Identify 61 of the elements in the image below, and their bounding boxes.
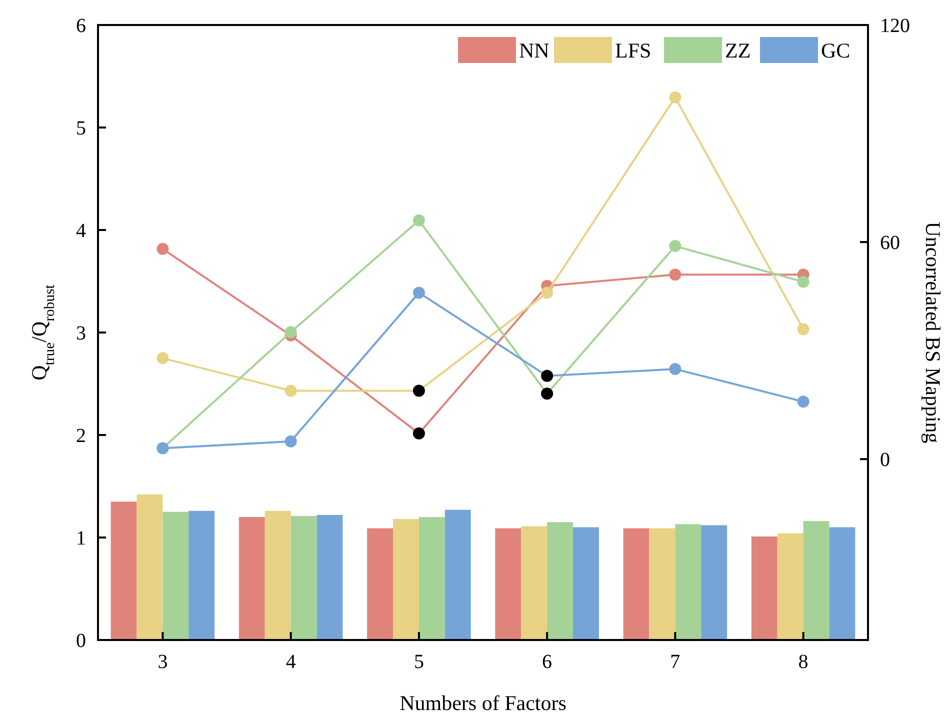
y-tick-label: 0 [76, 630, 86, 652]
point [541, 286, 554, 299]
bar [162, 512, 189, 640]
y-tick-label: 3 [76, 322, 86, 344]
bar [264, 510, 291, 640]
y2-tick-label: 120 [880, 15, 910, 37]
bar [573, 527, 599, 640]
point [669, 268, 682, 281]
bar [777, 533, 804, 640]
point [669, 363, 682, 376]
x-tick-label: 3 [158, 651, 168, 673]
y-tick-label: 6 [76, 15, 86, 37]
y-tick-label: 5 [76, 118, 86, 140]
bar [238, 517, 265, 640]
bar [418, 517, 445, 640]
point [284, 326, 297, 338]
bar [188, 510, 215, 640]
bar [110, 502, 137, 640]
point [669, 91, 682, 104]
bar [675, 524, 702, 640]
point [284, 384, 297, 397]
y-tick-label: 2 [76, 425, 86, 447]
bar [623, 528, 650, 640]
bar [803, 521, 830, 640]
point [284, 435, 297, 448]
x-tick-label: 6 [542, 651, 552, 673]
bar [392, 519, 419, 640]
bar [495, 528, 522, 640]
point [797, 276, 810, 288]
point [156, 352, 169, 364]
legend-label: NN [519, 38, 550, 62]
bar [751, 536, 778, 640]
point [156, 242, 169, 255]
point [412, 214, 425, 226]
x-tick-label: 7 [670, 651, 680, 673]
bar [136, 494, 163, 640]
bar [649, 528, 676, 640]
y2-tick-label: 0 [880, 449, 890, 472]
bar [316, 514, 343, 640]
point [797, 323, 810, 336]
legend-label: ZZ [725, 38, 751, 62]
y-tick-label: 1 [76, 528, 86, 550]
x-tick-label: 4 [286, 651, 296, 673]
x-tick-label: 5 [414, 651, 424, 673]
point [412, 286, 425, 299]
bar [290, 516, 317, 640]
point [797, 396, 810, 408]
x-axis-title: Numbers of Factors [400, 691, 566, 715]
y-tick-label: 4 [76, 220, 86, 242]
bar [444, 510, 471, 640]
bar [701, 525, 728, 640]
point [669, 240, 682, 252]
bar [547, 522, 574, 640]
legend-label: GC [821, 38, 850, 62]
bar [829, 527, 856, 640]
x-tick-label: 8 [798, 651, 808, 673]
legend-label: LFS [615, 38, 652, 62]
bar [521, 526, 548, 640]
y2-tick-label: 60 [880, 232, 900, 254]
y2-axis-title: Uncorrelated BS Mapping [921, 222, 945, 444]
bar [367, 528, 393, 640]
